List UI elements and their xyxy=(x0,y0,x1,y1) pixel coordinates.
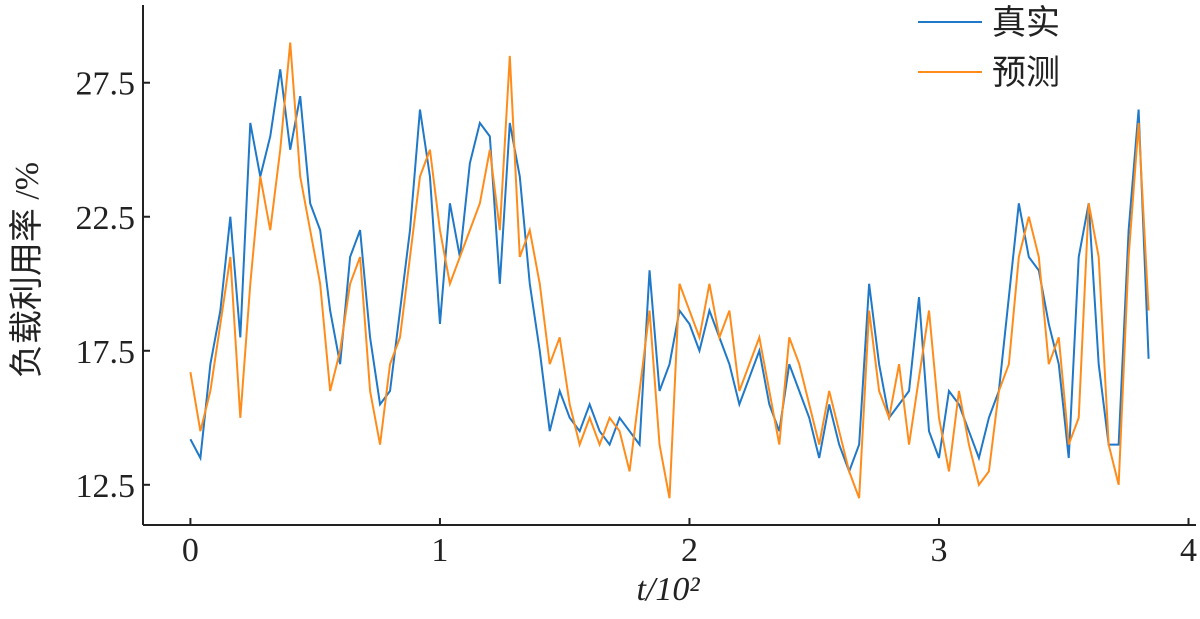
x-tick-label: 4 xyxy=(1180,532,1197,569)
y-axis-label: 负载利用率 /% xyxy=(8,162,46,378)
legend-label: 预测 xyxy=(992,55,1060,92)
y-tick-label: 27.5 xyxy=(76,66,136,103)
x-axis-label: t/10² xyxy=(636,571,700,608)
x-tick-label: 2 xyxy=(681,532,698,569)
x-tick-label: 0 xyxy=(182,532,199,569)
legend-label: 真实 xyxy=(992,4,1060,42)
y-tick-label: 12.5 xyxy=(76,468,136,505)
series-line xyxy=(189,42,1150,499)
y-tick-label: 17.5 xyxy=(76,334,136,371)
y-tick-label: 22.5 xyxy=(76,200,136,237)
x-tick-label: 3 xyxy=(930,532,947,569)
x-tick-label: 1 xyxy=(431,532,448,569)
series-line xyxy=(189,69,1150,475)
